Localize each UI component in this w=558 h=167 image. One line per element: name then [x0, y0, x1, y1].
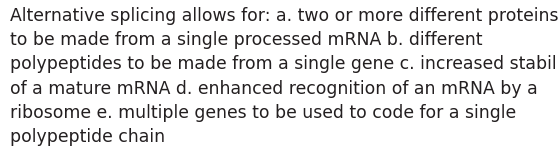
- Text: Alternative splicing allows for: a. two or more different proteins
to be made fr: Alternative splicing allows for: a. two …: [10, 7, 558, 146]
